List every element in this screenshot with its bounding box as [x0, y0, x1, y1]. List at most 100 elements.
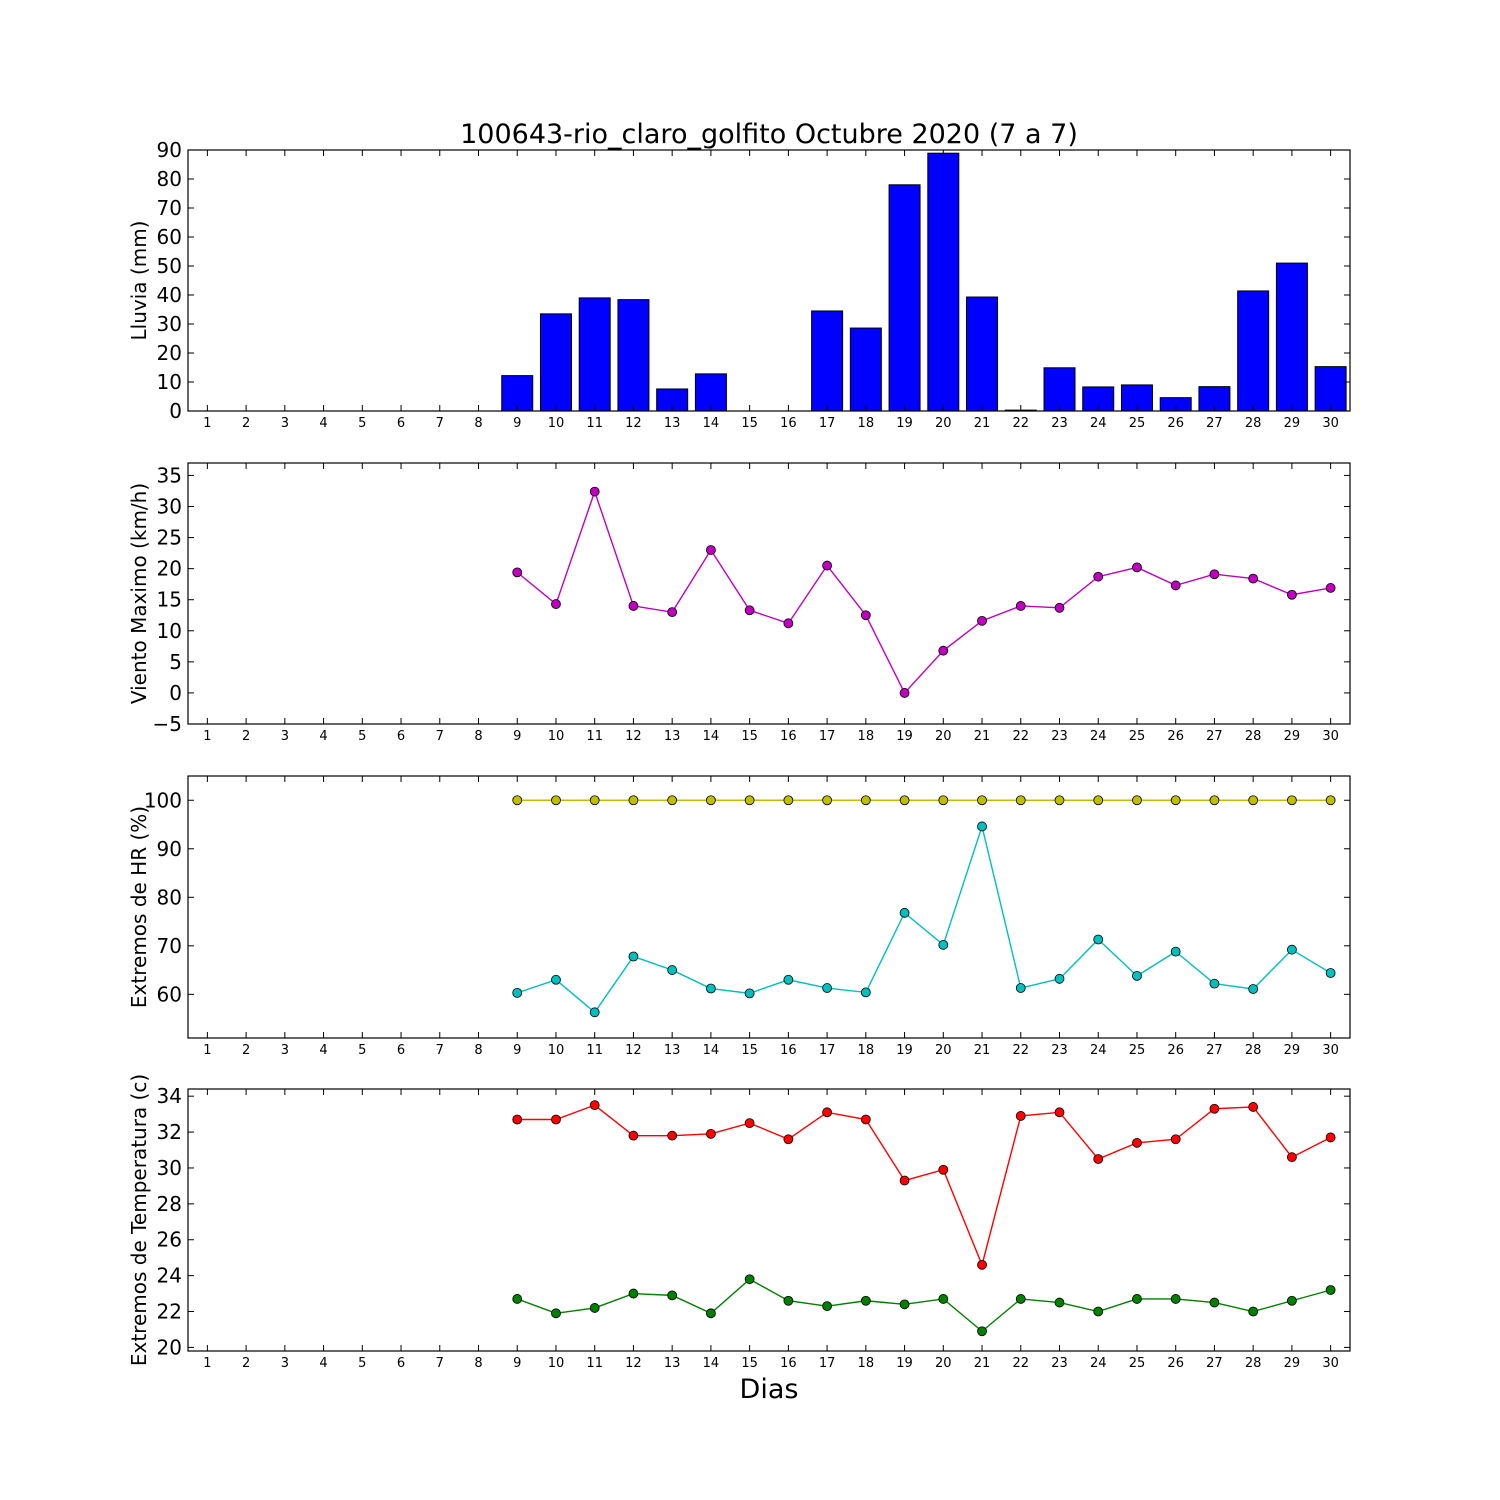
data-point-s1-day-11 — [589, 795, 600, 806]
y-axis-label: Lluvia (mm) — [127, 221, 151, 341]
data-point-s1-day-27 — [1209, 569, 1220, 580]
plot-frame — [187, 462, 1351, 725]
x-tick-label: 22 — [1012, 1356, 1029, 1371]
data-point-s1-day-12 — [628, 601, 639, 611]
y-tick-label: 20 — [157, 557, 182, 581]
bar-day-21 — [966, 296, 999, 412]
bar-day-23 — [1043, 367, 1076, 412]
data-point-s1-day-26 — [1170, 580, 1181, 591]
x-tick-label: 28 — [1245, 729, 1262, 744]
x-tick-label: 10 — [548, 416, 565, 431]
x-tick-label: 15 — [741, 729, 758, 744]
series-line-2 — [516, 1278, 1331, 1333]
bar-day-20 — [927, 152, 960, 412]
data-point-s2-day-15 — [744, 1274, 755, 1285]
data-point-s1-day-25 — [1132, 795, 1142, 806]
x-tick-label: 7 — [436, 1356, 444, 1371]
data-point-s1-day-13 — [667, 607, 678, 618]
x-tick-label: 24 — [1090, 1043, 1107, 1058]
x-tick-label: 1 — [203, 1043, 211, 1058]
data-point-s1-day-15 — [744, 1118, 755, 1128]
y-tick-label: 0 — [169, 681, 182, 705]
data-point-s1-day-17 — [822, 795, 832, 806]
x-tick-label: 29 — [1284, 416, 1301, 431]
data-point-s2-day-9 — [512, 1294, 523, 1304]
bar-day-19 — [888, 184, 921, 412]
y-tick-label: 10 — [157, 370, 182, 394]
data-point-s1-day-23 — [1054, 795, 1065, 806]
x-tick-label: 1 — [203, 1356, 211, 1371]
y-tick-label: 90 — [157, 837, 182, 861]
data-point-s2-day-28 — [1248, 1306, 1259, 1317]
x-tick-label: 25 — [1129, 1043, 1146, 1058]
data-point-s1-day-18 — [860, 1114, 871, 1125]
y-tick-label: 10 — [157, 619, 182, 643]
x-tick-label: 23 — [1051, 416, 1068, 431]
data-point-s1-day-23 — [1054, 602, 1065, 613]
x-tick-label: 19 — [896, 729, 913, 744]
x-tick-label: 28 — [1245, 1356, 1262, 1371]
x-tick-label: 6 — [397, 1043, 405, 1058]
data-point-s1-day-29 — [1287, 589, 1297, 600]
data-point-s2-day-29 — [1287, 944, 1297, 955]
data-point-s1-day-26 — [1170, 795, 1181, 806]
data-point-s2-day-14 — [706, 1308, 716, 1319]
data-point-s2-day-21 — [977, 821, 987, 832]
y-tick-label: 80 — [157, 167, 182, 191]
data-point-s2-day-27 — [1209, 978, 1220, 989]
bar-day-17 — [811, 310, 844, 412]
data-point-s2-day-30 — [1325, 968, 1336, 978]
x-tick-label: 4 — [319, 729, 327, 744]
x-tick-label: 2 — [242, 729, 250, 744]
data-point-s1-day-9 — [512, 795, 523, 806]
x-tick-label: 4 — [319, 1356, 327, 1371]
data-point-s1-day-28 — [1248, 795, 1259, 806]
x-tick-label: 13 — [664, 729, 681, 744]
series-line-1 — [517, 1104, 1331, 1268]
bar-day-11 — [578, 297, 611, 412]
data-point-s1-day-17 — [822, 1107, 832, 1118]
data-point-s1-day-14 — [706, 795, 716, 806]
x-tick-label: 5 — [358, 1356, 366, 1371]
data-point-s1-day-16 — [783, 1134, 794, 1145]
data-point-s2-day-19 — [899, 1299, 910, 1310]
x-tick-label: 6 — [397, 416, 405, 431]
data-point-s1-day-10 — [551, 795, 561, 806]
data-point-s2-day-26 — [1170, 946, 1181, 957]
x-tick-label: 24 — [1090, 1356, 1107, 1371]
y-tick-label: 32 — [157, 1120, 182, 1144]
x-tick-label: 30 — [1322, 1043, 1339, 1058]
data-point-s1-day-23 — [1054, 1107, 1065, 1118]
x-tick-label: 25 — [1129, 416, 1146, 431]
x-tick-label: 27 — [1206, 1356, 1223, 1371]
data-point-s2-day-18 — [860, 1295, 871, 1306]
y-tick-label: 34 — [157, 1084, 182, 1108]
x-tick-label: 16 — [780, 729, 797, 744]
x-tick-label: 20 — [935, 1356, 952, 1371]
data-point-s1-day-28 — [1248, 573, 1259, 584]
x-tick-label: 3 — [281, 1043, 289, 1058]
x-tick-label: 3 — [281, 729, 289, 744]
data-point-s2-day-19 — [899, 907, 910, 918]
x-tick-label: 27 — [1206, 729, 1223, 744]
bar-day-28 — [1237, 290, 1270, 412]
x-tick-label: 17 — [819, 416, 836, 431]
x-tick-label: 25 — [1129, 729, 1146, 744]
x-tick-label: 1 — [203, 729, 211, 744]
x-tick-label: 4 — [319, 416, 327, 431]
data-point-s1-day-16 — [783, 795, 794, 806]
bar-day-14 — [694, 373, 727, 412]
x-tick-label: 8 — [474, 416, 482, 431]
data-point-s1-day-25 — [1132, 1137, 1142, 1148]
x-tick-label: 21 — [974, 1356, 991, 1371]
x-tick-label: 12 — [625, 416, 642, 431]
x-tick-label: 20 — [935, 1043, 952, 1058]
x-tick-label: 5 — [358, 729, 366, 744]
data-point-s2-day-9 — [512, 987, 523, 998]
bar-day-30 — [1314, 366, 1347, 412]
data-point-s2-day-12 — [628, 1288, 639, 1299]
x-tick-label: 14 — [703, 416, 720, 431]
x-tick-label: 7 — [436, 416, 444, 431]
